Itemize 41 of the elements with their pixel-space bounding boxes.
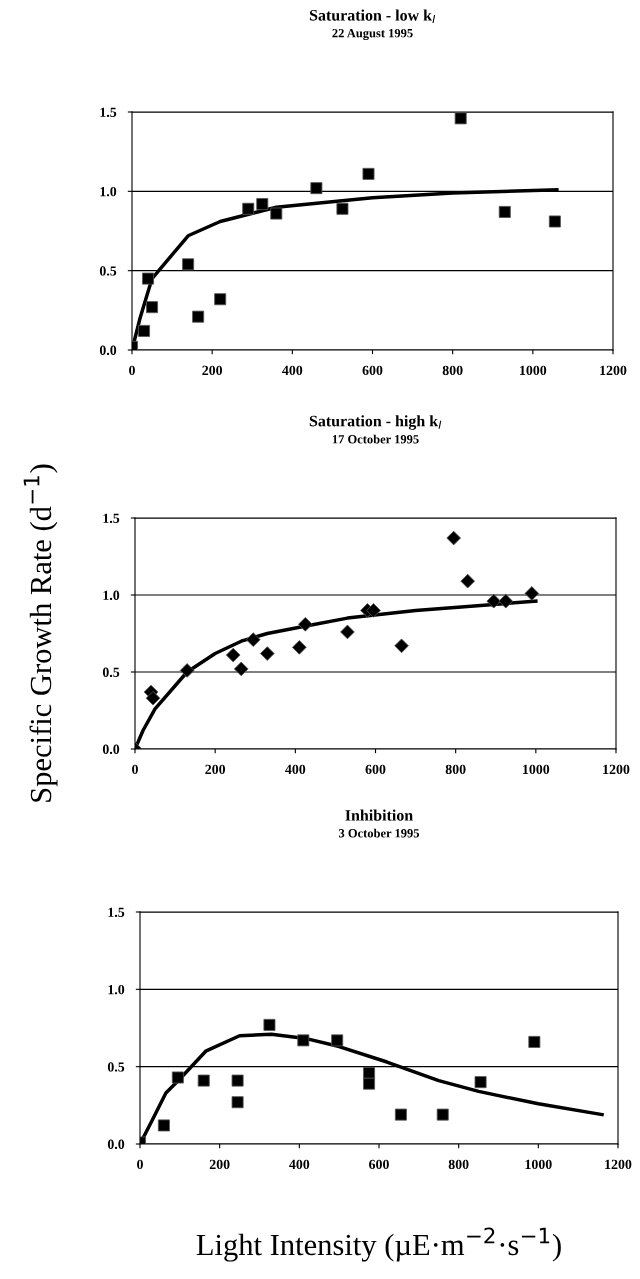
- x-tick-label: 600: [369, 1159, 389, 1170]
- y-tick-label: 0.0: [99, 345, 117, 356]
- x-tick-label: 200: [205, 764, 226, 775]
- chart-subtitle: 17 October 1995: [332, 434, 419, 444]
- y-tick-label: 1.5: [100, 107, 117, 118]
- y-tick-label: 1.0: [103, 590, 120, 601]
- x-tick-label: 1200: [600, 365, 627, 376]
- x-tick-label: 1000: [525, 1159, 552, 1170]
- x-tick-label: 1000: [520, 365, 547, 376]
- y-tick-label: 1.0: [100, 186, 117, 197]
- x-tick-label: 400: [282, 365, 303, 376]
- x-tick-label: 1000: [523, 764, 550, 775]
- y-tick-label: 0.5: [102, 667, 120, 678]
- x-tick-label: 0: [137, 1159, 143, 1170]
- x-tick-label: 600: [362, 365, 383, 376]
- x-tick-label: 400: [289, 1159, 310, 1170]
- x-tick-label: 200: [209, 1159, 230, 1170]
- x-tick-label: 800: [445, 764, 466, 775]
- y-tick-label: 1.5: [108, 907, 125, 918]
- x-tick-label: 1200: [605, 1159, 632, 1170]
- y-tick-label: 0.0: [102, 744, 120, 755]
- chart-title: Saturation - high k$_{I}$: [309, 415, 442, 430]
- y-tick-label: 0.5: [107, 1062, 125, 1072]
- y-tick-label: 1.5: [103, 513, 120, 524]
- y-tick-label: 0.5: [99, 266, 117, 276]
- x-axis-title: Light Intensity (µE·m$^{−2}$·s$^{−1}$): [196, 1227, 561, 1262]
- x-tick-label: 1200: [603, 764, 630, 775]
- y-tick-label: 1.0: [108, 984, 125, 995]
- x-tick-label: 400: [285, 764, 306, 775]
- x-tick-label: 200: [202, 365, 223, 376]
- y-axis-title: Specific Growth Rate (d$^{−1}$): [23, 464, 58, 802]
- x-tick-label: 0: [132, 764, 138, 775]
- chart-title: Saturation - low k$_{I}$: [309, 9, 436, 24]
- y-tick-label: 0.0: [107, 1139, 125, 1150]
- chart-subtitle: 22 August 1995: [332, 28, 413, 40]
- x-tick-label: 800: [448, 1159, 469, 1170]
- chart-title: Inhibition: [345, 809, 413, 821]
- x-tick-label: 800: [442, 365, 463, 376]
- x-tick-label: 600: [365, 764, 386, 775]
- chart-subtitle: 3 October 1995: [338, 828, 420, 838]
- x-tick-label: 0: [129, 365, 135, 376]
